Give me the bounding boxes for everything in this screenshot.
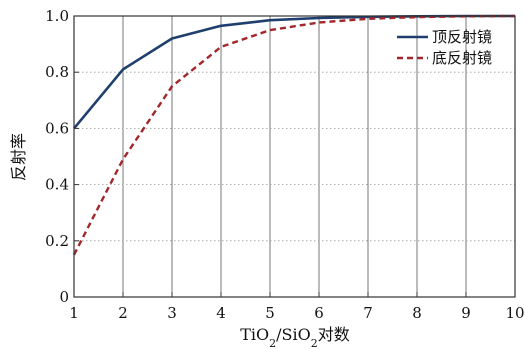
x-tick-label: 2 (118, 304, 128, 322)
y-axis-label: 反射率 (9, 133, 28, 181)
x-tick-label: 8 (412, 304, 422, 322)
grid (74, 16, 515, 297)
plot-frame (73, 15, 516, 298)
y-axis-ticks: 0 0.2 0.4 0.6 0.8 1.0 (45, 7, 79, 306)
series-line-2 (72, 14, 516, 256)
legend-label-1: 顶反射镜 (432, 28, 492, 46)
x-tick-label: 10 (505, 304, 524, 322)
x-tick-label: 5 (265, 304, 275, 322)
y-tick-label: 0.2 (45, 232, 69, 250)
x-axis-ticks: 1 2 3 4 5 6 7 8 9 10 (69, 292, 525, 322)
y-tick-label: 0.6 (45, 119, 69, 137)
x-axis-label: TiO2/SiO2对数 (240, 325, 350, 349)
x-tick-label: 6 (314, 304, 324, 322)
x-tick-label: 7 (363, 304, 373, 322)
legend-label-2: 底反射镜 (432, 49, 492, 67)
x-tick-label: 9 (461, 304, 471, 322)
x-tick-label: 3 (167, 304, 177, 322)
y-tick-label: 0.4 (45, 176, 69, 194)
y-tick-label: 0 (59, 288, 69, 306)
y-tick-label: 1.0 (45, 7, 69, 25)
y-tick-label: 0.8 (45, 63, 69, 81)
x-tick-label: 4 (216, 304, 226, 322)
x-tick-label: 1 (69, 304, 79, 322)
